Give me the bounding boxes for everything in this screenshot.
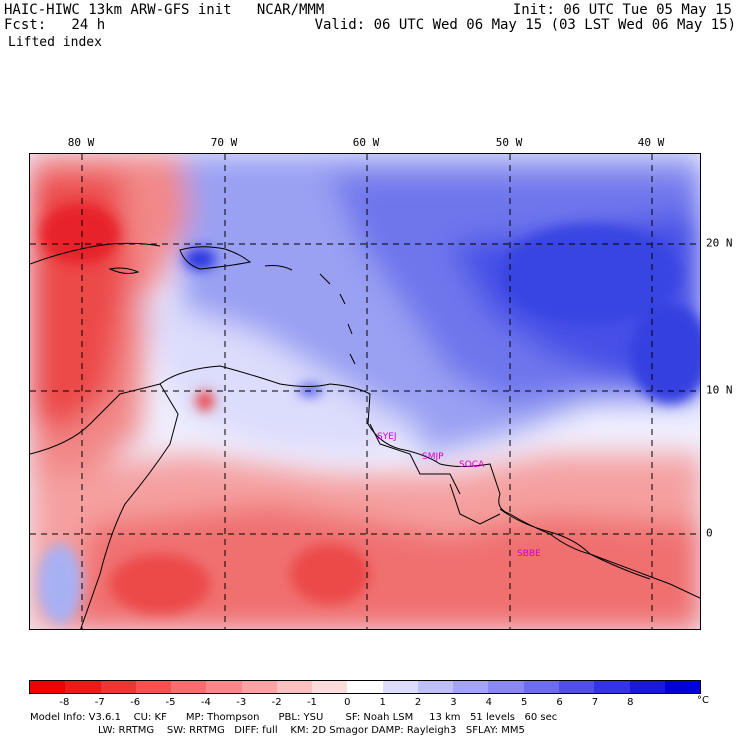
colorbar-segment bbox=[312, 681, 348, 693]
colorbar-tick-label: 1 bbox=[379, 697, 386, 708]
colorbar-tick-label: 7 bbox=[591, 697, 599, 708]
colorbar-segment bbox=[206, 681, 242, 693]
lon-label-70w: 70 W bbox=[210, 136, 238, 149]
colorbar-tick-label: -7 bbox=[94, 697, 105, 708]
colorbar bbox=[29, 680, 701, 694]
colorbar-tick-label: 3 bbox=[450, 697, 457, 708]
lon-label-80w: 80 W bbox=[67, 136, 95, 149]
colorbar-tick-label: -6 bbox=[130, 697, 141, 708]
station-label-sbbe: SBBE bbox=[517, 549, 541, 559]
colorbar-tick-label: 5 bbox=[520, 697, 528, 708]
lifted-index-map: SYEJ SMJP SOCA SBBE bbox=[29, 153, 701, 630]
lat-label-0: 0 bbox=[706, 526, 713, 540]
field-name: Lifted index bbox=[8, 35, 102, 50]
colorbar-segment bbox=[100, 681, 136, 693]
colorbar-segment bbox=[65, 681, 101, 693]
lon-label-50w: 50 W bbox=[495, 136, 523, 149]
station-label-soca: SOCA bbox=[459, 460, 485, 470]
colorbar-segment bbox=[453, 681, 489, 693]
colorbar-tick-label: 0 bbox=[344, 697, 351, 708]
colorbar-tick-label: -3 bbox=[236, 697, 247, 708]
colorbar-unit: °C bbox=[697, 695, 709, 706]
colorbar-tick-label: 6 bbox=[556, 697, 563, 708]
colorbar-segment bbox=[241, 681, 277, 693]
colorbar-tick-label: 4 bbox=[485, 697, 492, 708]
model-info-line2: LW: RRTMG SW: RRTMG DIFF: full KM: 2D Sm… bbox=[98, 725, 525, 736]
colorbar-segment bbox=[276, 681, 313, 693]
colorbar-segment bbox=[382, 681, 418, 693]
station-label-syej: SYEJ bbox=[377, 432, 397, 442]
lat-lon-grid bbox=[30, 154, 700, 629]
map-canvas bbox=[30, 154, 700, 629]
colorbar-tick-label: -8 bbox=[59, 697, 70, 708]
station-label-smjp: SMJP bbox=[422, 452, 444, 462]
lat-label-20n: 20 N bbox=[706, 236, 733, 250]
colorbar-segment bbox=[664, 681, 701, 693]
colorbar-segment bbox=[629, 681, 665, 693]
colorbar-tick-label: 8 bbox=[627, 697, 634, 708]
field-detail bbox=[38, 204, 700, 624]
lon-label-60w: 60 W bbox=[352, 136, 380, 149]
init-time: Init: 06 UTC Tue 05 May 15 bbox=[512, 2, 732, 18]
model-info-line1: Model Info: V3.6.1 CU: KF MP: Thompson P… bbox=[30, 712, 558, 723]
lat-label-10n: 10 N bbox=[706, 383, 733, 397]
colorbar-segment bbox=[417, 681, 454, 693]
colorbar-tick-label: 2 bbox=[414, 697, 422, 708]
valid-time: Valid: 06 UTC Wed 06 May 15 (03 LST Wed … bbox=[314, 17, 736, 33]
colorbar-tick-label: -1 bbox=[306, 697, 317, 708]
colorbar-segment bbox=[523, 681, 559, 693]
lon-label-40w: 40 W bbox=[637, 136, 665, 149]
colorbar-segment bbox=[171, 681, 207, 693]
colorbar-segment bbox=[135, 681, 172, 693]
colorbar-segment bbox=[347, 681, 383, 693]
colorbar-tick-label: -5 bbox=[165, 697, 176, 708]
colorbar-tick-label: -2 bbox=[271, 697, 282, 708]
forecast-hour: Fcst: 24 h bbox=[4, 17, 106, 33]
model-title: HAIC-HIWC 13km ARW-GFS init NCAR/MMM bbox=[4, 2, 325, 18]
colorbar-segment bbox=[594, 681, 630, 693]
colorbar-segment bbox=[30, 681, 66, 693]
colorbar-segment bbox=[488, 681, 524, 693]
colorbar-tick-label: -4 bbox=[200, 697, 211, 708]
colorbar-segment bbox=[558, 681, 595, 693]
